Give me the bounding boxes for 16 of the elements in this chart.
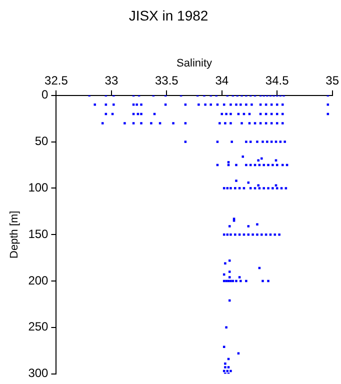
x-axis-title: Salinity — [176, 57, 212, 70]
y-tick-label: 50 — [34, 134, 49, 148]
x-tick-label: 33 — [104, 74, 118, 88]
x-tick-label: 34 — [215, 74, 229, 88]
y-axis-title: Depth [m] — [8, 210, 21, 258]
y-tick-label: 200 — [28, 273, 49, 288]
y-tick-label: 150 — [28, 226, 49, 241]
y-tick-label: 300 — [28, 366, 49, 380]
x-tick-label: 35 — [326, 74, 340, 88]
x-tick-label: 34.5 — [265, 74, 290, 88]
y-tick-label: 100 — [28, 180, 49, 195]
x-tick-label: 33.5 — [154, 74, 179, 88]
chart-title: JISX in 1982 — [128, 7, 208, 24]
x-tick-label: 32.5 — [44, 74, 68, 88]
y-tick-label: 0 — [42, 88, 49, 102]
y-tick-label: 250 — [28, 320, 49, 334]
